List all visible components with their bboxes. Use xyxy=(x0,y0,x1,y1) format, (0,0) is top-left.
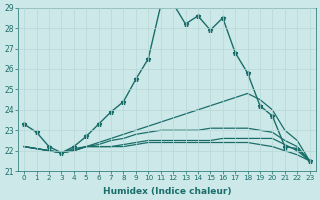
X-axis label: Humidex (Indice chaleur): Humidex (Indice chaleur) xyxy=(103,187,231,196)
